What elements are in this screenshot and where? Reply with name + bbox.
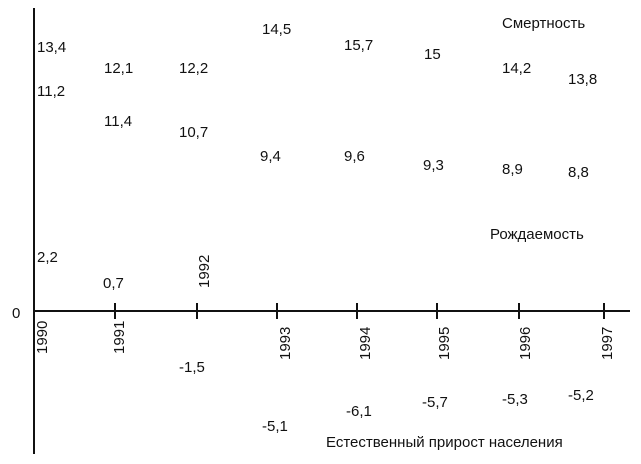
data-label: 9,3 (423, 157, 444, 174)
year-label: 1997 (599, 327, 616, 360)
data-label: -1,5 (179, 359, 205, 376)
data-label: 11,2 (37, 83, 65, 100)
data-label: 14,2 (502, 60, 531, 77)
year-label: 1992 (196, 255, 213, 288)
data-label: -5,2 (568, 387, 594, 404)
x-ticks (114, 303, 605, 319)
year-labels: 1990 1991 1992 1993 1994 1995 1996 1997 (34, 255, 616, 360)
data-label: 13,4 (37, 39, 66, 56)
data-label: 8,8 (568, 164, 589, 181)
year-label: 1990 (34, 321, 51, 354)
data-label: 9,4 (260, 148, 281, 165)
year-label: 1996 (517, 327, 534, 360)
data-label: 9,6 (344, 148, 365, 165)
data-label: 10,7 (179, 124, 208, 141)
data-label: 13,8 (568, 71, 597, 88)
data-label: 8,9 (502, 161, 523, 178)
data-label: -5,3 (502, 391, 528, 408)
series-label-natural-growth: Естественный прирост населения (326, 434, 563, 451)
data-labels: 13,4 12,1 12,2 14,5 15,7 15 14,2 13,8 11,2 11,4 10… (37, 21, 597, 435)
data-label: 11,4 (104, 113, 132, 130)
data-label: -5,7 (422, 394, 448, 411)
data-label: 2,2 (37, 249, 58, 266)
year-label: 1995 (436, 327, 453, 360)
data-label: -5,1 (262, 418, 288, 435)
zero-label: 0 (12, 305, 20, 322)
year-label: 1991 (111, 321, 128, 354)
year-label: 1994 (357, 327, 374, 360)
data-label: 12,1 (104, 60, 133, 77)
data-label: 14,5 (262, 21, 291, 38)
data-label: 15 (424, 46, 441, 63)
year-label: 1993 (277, 327, 294, 360)
data-label: -6,1 (346, 403, 372, 420)
data-label: 12,2 (179, 60, 208, 77)
data-label: 0,7 (103, 275, 124, 292)
series-label-mortality: Смертность (502, 15, 585, 32)
data-label: 15,7 (344, 37, 373, 54)
series-label-birth-rate: Рождаемость (490, 226, 584, 243)
